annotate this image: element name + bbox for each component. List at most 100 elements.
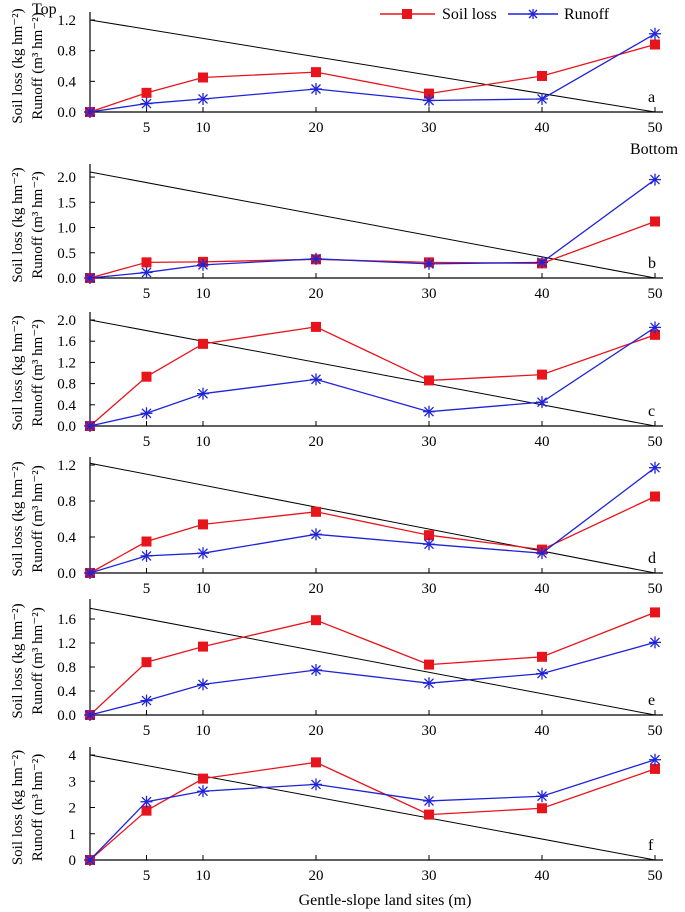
x-tick-label: 50 [648, 434, 663, 450]
soil-loss-point [311, 506, 321, 517]
runoff-point [140, 795, 153, 808]
runoff-line [89, 759, 656, 861]
y-tick-label: 0.8 [57, 660, 76, 676]
x-tick-label: 40 [535, 434, 550, 450]
slope-line [89, 19, 656, 113]
slope-line [89, 754, 656, 861]
soil-loss-point [311, 67, 321, 78]
runoff-point [536, 547, 548, 560]
y-axis-label-runoff: Runoff (m³ hm⁻²) [30, 319, 46, 426]
soil-loss-point [198, 338, 208, 349]
x-tick-label: 10 [196, 120, 211, 136]
x-tick-label: 30 [422, 581, 437, 597]
y-tick-label: 0.8 [57, 494, 76, 510]
soil-loss-point [198, 773, 208, 784]
y-tick-label: 1.6 [57, 612, 76, 628]
panel-letter: d [648, 550, 656, 567]
y-tick-label: 0.4 [57, 684, 76, 700]
y-tick-label: 0.8 [57, 377, 76, 393]
y-tick-label: 1.5 [57, 195, 76, 211]
runoff-point [310, 778, 322, 791]
x-tick-label: 5 [143, 120, 151, 136]
x-axis-label: Gentle-slope land sites (m) [299, 892, 472, 909]
y-tick-label: 1.2 [57, 458, 76, 474]
x-tick-label: 20 [309, 120, 324, 136]
x-tick-label: 10 [196, 868, 211, 884]
soil-loss-point [424, 530, 434, 541]
runoff-point [310, 373, 322, 386]
runoff-point [536, 92, 548, 105]
runoff-point [197, 547, 209, 560]
soil-loss-line [89, 220, 656, 279]
soil-loss-point [141, 805, 152, 816]
y-tick-label: 0.8 [57, 44, 76, 60]
runoff-point [197, 678, 209, 691]
x-tick-label: 20 [309, 723, 324, 739]
soil-loss-line [89, 761, 656, 861]
soil-loss-point [141, 257, 152, 268]
y-axis-label-soil-loss: Soil loss (kg hm⁻²) [10, 315, 26, 430]
y-tick-label: 2.0 [57, 313, 76, 329]
legend: Soil loss Runoff [380, 6, 610, 23]
runoff-point [536, 667, 548, 680]
y-tick-label: 0.5 [57, 246, 76, 262]
panel-letter: f [648, 837, 654, 854]
y-axis-label-runoff: Runoff (m³ hm⁻²) [30, 12, 46, 119]
soil-loss-point [311, 321, 321, 332]
x-tick-label: 5 [143, 286, 151, 302]
x-tick-label: 5 [143, 434, 151, 450]
runoff-point [310, 83, 322, 95]
runoff-point [140, 694, 153, 707]
runoff-point [84, 854, 96, 866]
runoff-point [649, 636, 661, 649]
x-tick-label: 30 [422, 120, 437, 136]
runoff-point [140, 266, 153, 279]
soil-loss-point [198, 641, 208, 652]
runoff-point [84, 709, 96, 721]
runoff-point [310, 664, 322, 676]
x-tick-label: 30 [422, 723, 437, 739]
panel-letter: c [648, 403, 655, 420]
runoff-point [84, 106, 96, 118]
soil-loss-point [141, 536, 152, 547]
panel-letter: a [648, 89, 655, 106]
soil-loss-point [141, 371, 152, 382]
runoff-line [89, 179, 656, 279]
runoff-line [89, 467, 656, 574]
runoff-point [423, 94, 435, 107]
runoff-point [84, 567, 96, 579]
x-tick-label: 30 [422, 286, 437, 302]
slope-line [89, 319, 656, 427]
y-tick-label: 0 [69, 853, 77, 869]
y-tick-label: 1.2 [57, 13, 76, 29]
x-tick-label: 40 [535, 723, 550, 739]
x-tick-label: 50 [648, 120, 663, 136]
bottom-label: Bottom [630, 141, 679, 158]
runoff-point [140, 97, 153, 110]
runoff-line [89, 326, 656, 427]
soil-loss-point [424, 659, 434, 670]
soil-loss-point [198, 519, 208, 530]
runoff-point [310, 528, 322, 541]
x-tick-label: 10 [196, 723, 211, 739]
slope-line [89, 171, 656, 279]
soil-loss-point [650, 329, 660, 340]
x-tick-label: 5 [143, 581, 151, 597]
panel-letter: e [648, 692, 655, 709]
soil-loss-point [650, 216, 660, 227]
runoff-point [649, 321, 661, 334]
y-axis-label-runoff: Runoff (m³ hm⁻²) [30, 171, 46, 278]
y-tick-label: 1 [69, 827, 77, 843]
x-tick-label: 10 [196, 434, 211, 450]
soil-loss-point [198, 72, 208, 83]
soil-loss-point [424, 809, 434, 820]
x-tick-label: 40 [535, 868, 550, 884]
legend-runoff-marker [528, 9, 538, 19]
legend-soil-loss-label: Soil loss [442, 6, 497, 23]
panel-a: 0.0 0.4 0.8 1.2 5 10 20 30 40 50 a Soil loss (kg hm… [10, 8, 663, 136]
x-tick-label: 10 [196, 581, 211, 597]
x-tick-label: 20 [309, 286, 324, 302]
runoff-point [140, 549, 153, 562]
slope-line [89, 607, 656, 716]
